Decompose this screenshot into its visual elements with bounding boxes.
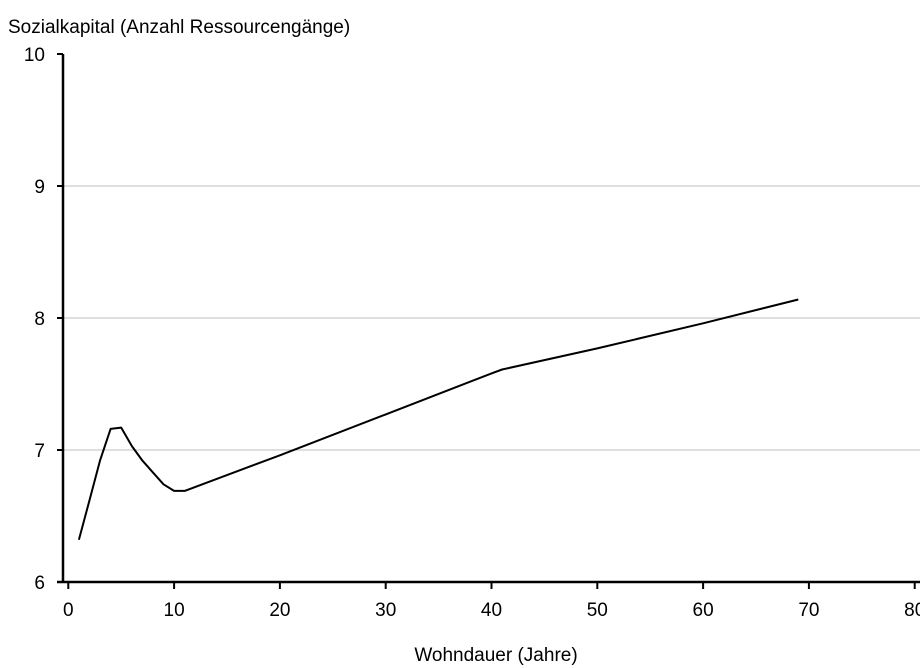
y-tick-label-10: 10 xyxy=(24,45,45,66)
x-tick-label-10: 10 xyxy=(164,600,185,621)
x-tick-label-30: 30 xyxy=(375,600,396,621)
tick-labels: 6 7 8 9 10 0 10 20 30 40 50 60 70 80 xyxy=(24,45,920,621)
x-tick-label-0: 0 xyxy=(63,600,74,621)
x-tick-label-60: 60 xyxy=(693,600,714,621)
y-tick-label-6: 6 xyxy=(34,573,45,594)
grid-lines xyxy=(63,185,920,451)
y-tick-label-7: 7 xyxy=(34,441,45,462)
x-tick-label-40: 40 xyxy=(481,600,502,621)
series-line-0 xyxy=(77,298,799,541)
series xyxy=(77,298,799,541)
x-tick-label-80: 80 xyxy=(904,600,920,621)
y-tick-label-8: 8 xyxy=(34,309,45,330)
y-axis-title: Sozialkapital (Anzahl Ressourcengänge) xyxy=(8,17,350,38)
x-tick-label-50: 50 xyxy=(587,600,608,621)
x-tick-label-20: 20 xyxy=(269,600,290,621)
y-tick-label-9: 9 xyxy=(34,177,45,198)
axes xyxy=(57,53,920,589)
x-axis-title: Wohndauer (Jahre) xyxy=(414,645,577,666)
x-tick-label-70: 70 xyxy=(798,600,819,621)
